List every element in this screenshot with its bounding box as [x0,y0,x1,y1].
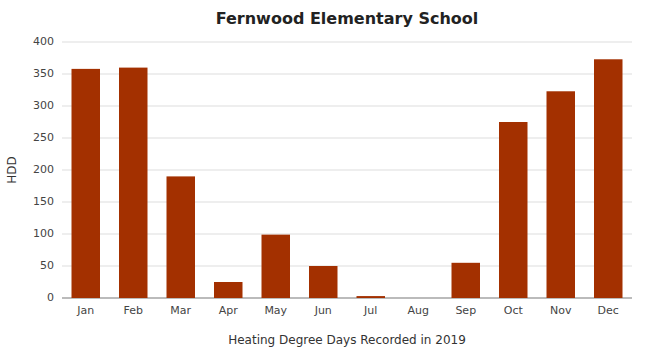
x-axis-label: Heating Degree Days Recorded in 2019 [228,333,466,347]
x-tick-label: Mar [170,304,191,317]
bar [404,298,433,299]
x-tick-label: Sep [455,304,476,317]
bar [214,282,243,298]
x-tick-label: Jul [363,304,377,317]
bar [262,235,291,298]
x-tick-label: Dec [598,304,619,317]
y-tick-label: 250 [33,131,54,144]
grid-line [62,42,632,43]
y-tick-label: 400 [33,35,54,48]
bars [72,59,623,298]
x-tick-label: Jun [314,304,332,317]
y-tick-label: 100 [33,227,54,240]
x-tick-label: Nov [550,304,572,317]
x-tick-label: Apr [219,304,239,317]
y-tick-label: 150 [33,195,54,208]
y-tick-label: 50 [40,259,54,272]
x-tick-label: May [264,304,287,317]
bar [547,91,576,298]
chart: 0 50 100 150 200 250 300 350 400 Jan Feb Mar Apr May J… [0,0,650,360]
bar [119,68,148,298]
grid [62,42,632,298]
y-tick-label: 200 [33,163,54,176]
y-tick-label: 0 [47,291,54,304]
y-axis-label: HDD [5,156,19,184]
y-tick-label: 350 [33,67,54,80]
title: Fernwood Elementary School [216,9,479,28]
bar [72,69,101,298]
bar [309,266,338,298]
x-tick-label: Oct [504,304,524,317]
bar [594,59,623,298]
bar [452,263,481,298]
bar [357,296,386,298]
y-tick-label: 300 [33,99,54,112]
x-tick-label: Feb [124,304,143,317]
x-tick-label: Aug [408,304,429,317]
bar [167,176,196,298]
x-tick-label: Jan [76,304,94,317]
bar [499,122,528,298]
